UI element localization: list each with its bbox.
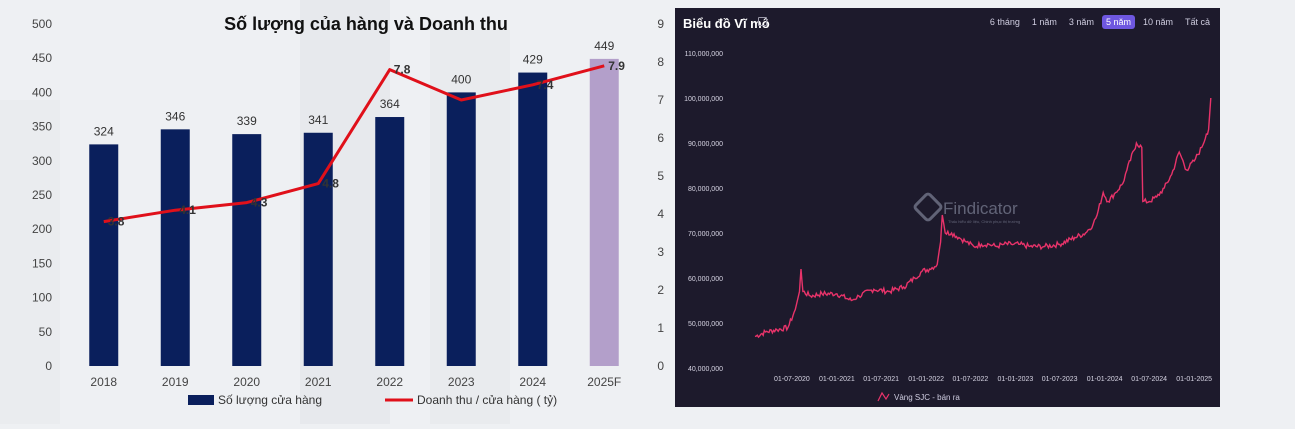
y-tick-label: 80,000,000: [688, 186, 723, 193]
y-left-tick-label: 100: [32, 291, 52, 305]
range-tab-5-years[interactable]: 5 năm: [1101, 15, 1135, 29]
y-left-tick-label: 150: [32, 256, 52, 270]
series-line-vang-sjc: [754, 97, 1212, 339]
range-tab-all[interactable]: Tất cả: [1184, 17, 1210, 27]
store-revenue-chart: Số lượng của hàng và Doanh thu 0 50 100 150…: [32, 14, 664, 407]
y-tick-label: 100,000,000: [684, 96, 723, 103]
y-left-tick-label: 0: [45, 359, 52, 373]
edit-icon[interactable]: [758, 17, 767, 26]
y-left-tick-label: 500: [32, 17, 52, 31]
bar-value-label: 346: [165, 109, 185, 123]
line-value-label: 4.3: [251, 196, 268, 210]
line-value-label: 7.4: [537, 78, 554, 92]
bar-2023: [446, 92, 476, 367]
y-left-tick-label: 50: [39, 325, 53, 339]
x-tick-label: 01-01-2021: [819, 376, 855, 383]
range-tab-6-months[interactable]: 6 tháng: [989, 17, 1020, 27]
x-tick-label: 01-01-2023: [998, 376, 1034, 383]
legend-swatch-bars: [188, 395, 214, 405]
y-tick-label: 40,000,000: [688, 366, 723, 373]
y-left-tick-label: 300: [32, 154, 52, 168]
x-tick-label: 01-01-2025: [1176, 376, 1212, 383]
watermark-subtitle: Thấu hiểu dữ liệu, Chinh phục thị trường: [948, 219, 1020, 224]
bar-2021: [303, 132, 333, 366]
x-tick-label: 01-07-2023: [1042, 376, 1078, 383]
bar-value-label: 400: [451, 72, 471, 86]
x-tick-label: 2025F: [587, 375, 621, 389]
chart-legend: Vàng SJC - bán ra: [877, 391, 960, 402]
watermark-text: Findicator: [943, 199, 1018, 218]
panel-title: Biểu đồ Vĩ mô: [683, 16, 770, 31]
range-tab-1-year[interactable]: 1 năm: [1031, 17, 1057, 27]
bar-value-label: 339: [237, 114, 257, 128]
range-tabs: 6 tháng 1 năm 3 năm 5 năm 10 năm Tất cả: [986, 15, 1214, 29]
bar-2018: [89, 144, 119, 366]
y-left-tick-label: 400: [32, 85, 52, 99]
gold-price-chart-svg: 40,000,000 50,000,000 60,000,000 70,000,000…: [684, 51, 1212, 402]
y-left-tick-label: 200: [32, 222, 52, 236]
store-revenue-chart-svg: Số lượng của hàng và Doanh thu 050100150…: [32, 14, 664, 407]
x-tick-label: 2021: [305, 375, 332, 389]
y-left-tick-label: 250: [32, 188, 52, 202]
bar-value-label: 324: [94, 124, 114, 138]
y-tick-label: 70,000,000: [688, 231, 723, 238]
x-tick-label: 2020: [233, 375, 260, 389]
bar-value-label: 429: [523, 53, 543, 67]
bar-2024: [518, 72, 548, 367]
bg-decoration: [0, 100, 60, 424]
line-value-label: 7.9: [608, 59, 625, 73]
macro-chart-panel: Biểu đồ Vĩ mô 6 tháng 1 năm 3 năm 5 năm …: [675, 8, 1220, 407]
bar-2022: [375, 117, 405, 366]
y-right-tick-label: 9: [657, 17, 664, 31]
range-tab-3-years[interactable]: 3 năm: [1068, 17, 1094, 27]
x-tick-label: 01-01-2024: [1087, 376, 1123, 383]
legend-label: Vàng SJC - bán ra: [894, 393, 960, 402]
y-right-tick-label: 8: [657, 55, 664, 69]
y-right-tick-label: 4: [657, 207, 664, 221]
x-tick-label: 01-07-2021: [863, 376, 899, 383]
x-tick-label: 2018: [90, 375, 117, 389]
legend-label-line: Doanh thu / cửa hàng ( tỷ): [417, 393, 557, 407]
bar-2025F: [589, 58, 619, 366]
findicator-logo-icon: [913, 192, 943, 222]
findicator-watermark: Findicator Thấu hiểu dữ liệu, Chinh phục…: [913, 192, 1020, 224]
bar-value-label: 341: [308, 113, 328, 127]
y-tick-label: 60,000,000: [688, 276, 723, 283]
y-right-tick-label: 0: [657, 359, 664, 373]
line-value-label: 3.8: [108, 215, 125, 229]
line-value-label: 7.8: [394, 63, 411, 77]
x-tick-label: 2023: [448, 375, 475, 389]
x-tick-label: 01-07-2020: [774, 376, 810, 383]
y-right-tick-label: 2: [657, 283, 664, 297]
y-right-tick-label: 7: [657, 93, 664, 107]
x-tick-label: 2022: [376, 375, 403, 389]
bar-2020: [232, 134, 262, 366]
bar-2019: [160, 129, 190, 366]
bar-value-label: 449: [594, 39, 614, 53]
x-tick-label: 2019: [162, 375, 189, 389]
line-value-label: 4.8: [322, 177, 339, 191]
x-tick-label: 01-07-2022: [953, 376, 989, 383]
chart-legend: Số lượng cửa hàng Doanh thu / cửa hàng (…: [188, 393, 557, 407]
line-value-label: 4.1: [179, 203, 196, 217]
y-right-tick-label: 6: [657, 131, 664, 145]
x-tick-label: 2024: [519, 375, 546, 389]
x-tick-label: 01-01-2022: [908, 376, 944, 383]
y-right-tick-label: 5: [657, 169, 664, 183]
y-left-tick-label: 450: [32, 51, 52, 65]
y-tick-label: 50,000,000: [688, 321, 723, 328]
x-tick-label: 01-07-2024: [1131, 376, 1167, 383]
y-tick-label: 110,000,000: [685, 51, 724, 58]
y-right-tick-label: 1: [657, 321, 664, 335]
bar-value-label: 364: [380, 97, 400, 111]
line-revenue-per-store: [103, 64, 605, 224]
legend-swatch-line: [877, 391, 890, 402]
range-tab-10-years[interactable]: 10 năm: [1142, 17, 1173, 27]
y-left-tick-label: 350: [32, 120, 52, 134]
chart-title: Số lượng của hàng và Doanh thu: [224, 14, 508, 34]
legend-label-bars: Số lượng cửa hàng: [218, 393, 322, 407]
y-tick-label: 90,000,000: [688, 141, 723, 148]
y-right-tick-label: 3: [657, 245, 664, 259]
